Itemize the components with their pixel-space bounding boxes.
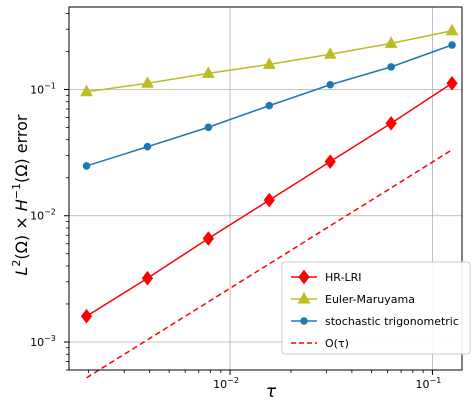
y-axis-label: L2(Ω) × H−1(Ω) error [10,114,31,275]
x-tick-label: 10−1 [416,376,442,391]
data-point [448,41,456,49]
data-point [326,80,335,89]
y-label-h-sup: −1 [10,183,23,199]
y-tick-label: 10−2 [30,208,56,223]
data-point [384,36,398,48]
data-point [323,47,337,59]
y-label-l: L [12,267,31,276]
y-label-l-sup: 2 [10,260,23,267]
data-point [204,123,213,132]
data-point [202,66,215,78]
legend-marker [297,291,311,304]
data-point [324,154,336,169]
y-tick-label: 10−1 [30,81,56,96]
series-2 [80,23,459,97]
data-point [141,270,154,286]
legend-label: O(τ) [325,337,349,350]
series-layer [80,23,459,379]
x-tick-label: 10−2 [213,376,239,391]
data-point [445,23,459,36]
legend-marker [300,317,308,325]
x-axis-label: τ [266,382,277,402]
legend-box [281,261,471,355]
series-3 [82,41,456,170]
data-point [385,115,397,131]
data-point [263,192,275,208]
legend-label: HR-LRI [325,271,361,284]
y-label-omega-times: (Ω) × [12,211,31,259]
data-point [262,57,276,69]
data-point [265,101,274,110]
data-point [143,142,152,151]
legend-marker [298,269,310,285]
data-point [141,76,154,88]
legend-label: Euler-Maruyama [325,293,415,306]
legend: HR-LRI Euler-Maruyama stochastic trigonome… [281,261,471,355]
data-point [446,75,458,91]
data-point [202,231,214,246]
y-label-error: (Ω) error [12,114,31,183]
data-point [80,84,93,97]
plot-frame [68,6,463,371]
ticks: 10−2 10−1 10−3 10−2 10−1 [30,13,441,391]
series-1 [80,75,458,324]
data-point [387,63,395,71]
data-point [82,162,91,170]
y-label-h: H [12,199,31,211]
legend-label: stochastic trigonometric [325,315,459,328]
data-point [80,308,93,324]
y-tick-label: 10−3 [30,334,56,349]
